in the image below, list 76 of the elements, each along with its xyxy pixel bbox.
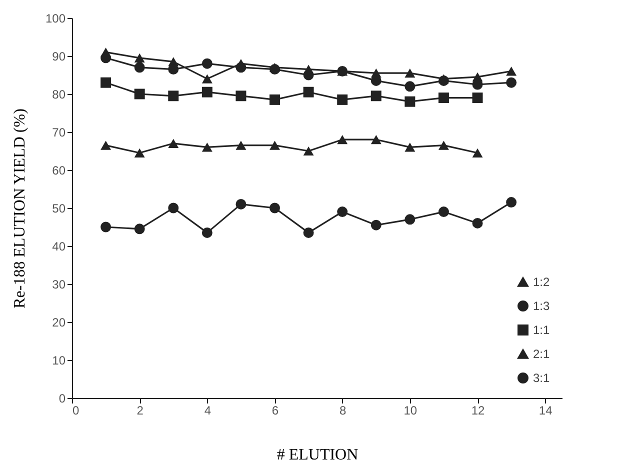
x-axis-title: # ELUTION	[276, 446, 359, 464]
point	[270, 94, 280, 105]
point	[438, 140, 449, 150]
point	[370, 90, 382, 102]
point	[506, 66, 517, 76]
y-tick-label: 100	[45, 12, 66, 26]
point	[134, 88, 145, 100]
y-tick-label: 90	[52, 50, 66, 64]
point	[168, 90, 179, 102]
point	[404, 68, 416, 78]
point	[370, 220, 382, 230]
point	[303, 146, 314, 156]
x-tick-label: 14	[538, 404, 553, 418]
legend-label: 1:2	[533, 275, 550, 289]
point	[404, 142, 416, 152]
point	[303, 86, 314, 98]
point	[134, 53, 145, 62]
point	[202, 74, 212, 84]
x-tick-label: 4	[204, 404, 212, 418]
point	[168, 202, 179, 214]
point	[168, 138, 179, 148]
point	[370, 135, 382, 144]
point	[472, 218, 483, 228]
point	[202, 58, 212, 69]
point	[270, 64, 280, 75]
point	[100, 52, 112, 64]
x-tick-label: 8	[340, 404, 346, 418]
point	[202, 86, 212, 98]
y-tick-label: 60	[52, 164, 66, 178]
x-tick-label: 10	[404, 404, 418, 418]
y-tick-label: 70	[52, 126, 66, 140]
point	[270, 202, 280, 214]
point	[506, 77, 517, 88]
y-tick-label: 20	[52, 316, 66, 330]
legend-label: 3:1	[533, 371, 550, 385]
point	[337, 135, 348, 144]
point	[270, 140, 280, 150]
y-tick-label: 0	[58, 392, 66, 406]
point	[438, 206, 449, 218]
point	[472, 92, 483, 104]
point	[236, 140, 246, 150]
point	[337, 94, 348, 105]
point	[202, 142, 212, 152]
point	[134, 148, 145, 158]
point	[100, 222, 112, 232]
y-tick-label: 80	[52, 88, 66, 102]
point	[506, 197, 517, 208]
x-tick-label: 6	[272, 404, 279, 418]
point	[134, 224, 145, 234]
point	[472, 148, 483, 158]
point	[404, 81, 416, 92]
point	[100, 140, 112, 150]
y-tick-label: 40	[52, 240, 66, 254]
point	[134, 62, 145, 73]
point	[303, 227, 314, 238]
point	[236, 62, 246, 73]
legend-label: 1:3	[533, 299, 550, 313]
legend-label: 1:1	[533, 323, 550, 337]
point	[404, 214, 416, 225]
point	[100, 77, 112, 88]
legend-label: 2:1	[533, 347, 550, 361]
point	[404, 96, 416, 107]
point	[438, 75, 449, 86]
point	[337, 206, 348, 218]
x-tick-label: 2	[136, 404, 144, 418]
y-axis-title: Re-188 ELUTION YIELD (%)	[11, 108, 28, 308]
point	[236, 90, 246, 102]
point	[236, 198, 246, 210]
y-tick-label: 50	[52, 202, 66, 216]
y-tick-label: 30	[52, 278, 66, 292]
point	[438, 92, 449, 104]
point	[303, 70, 314, 80]
x-tick-label: 12	[471, 404, 486, 418]
x-tick-label: 0	[72, 404, 80, 418]
y-tick-label: 10	[52, 354, 66, 368]
point	[202, 227, 212, 238]
